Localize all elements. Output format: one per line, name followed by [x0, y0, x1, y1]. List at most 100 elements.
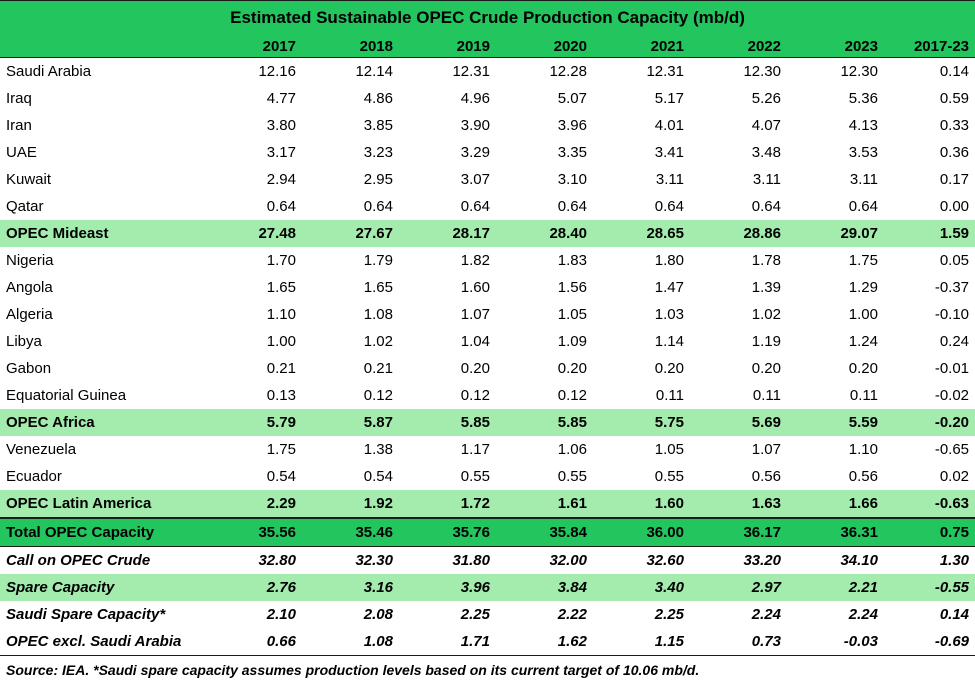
table-cell: 3.11	[849, 171, 878, 188]
table-cell: 1.06	[557, 441, 587, 458]
table-cell: 32.30	[355, 552, 393, 569]
table-cell: 5.87	[302, 409, 399, 436]
table-cell: 1.72	[399, 490, 496, 518]
table-cell: -0.10	[934, 306, 970, 323]
table-cell: 1.47	[654, 279, 684, 296]
table-row: Algeria 1.10 1.08 1.07 1.05 1.03 1.02 1.00 -0.10	[0, 301, 975, 328]
call-row: Saudi Spare Capacity* 2.10 2.08 2.25 2.22 2.2…	[0, 601, 975, 628]
column-header: 2018	[302, 35, 399, 58]
table-cell: 3.48	[751, 144, 781, 161]
table-row: Venezuela 1.75 1.38 1.17 1.06 1.05 1.07 1.10 -0.…	[0, 436, 975, 463]
table-cell: 0.36	[939, 144, 970, 161]
table-cell: 2.76	[205, 574, 302, 601]
table-cell: 1.75	[266, 441, 296, 458]
table-cell: 28.17	[399, 220, 496, 247]
table-cell: 0.20	[654, 360, 684, 377]
table-cell: 0.05	[939, 252, 970, 269]
table-cell: 5.26	[751, 90, 781, 107]
table-cell: 2.24	[848, 606, 878, 623]
table-cell: 5.69	[690, 409, 787, 436]
table-cell: 12.30	[840, 63, 878, 80]
table-row: Saudi Arabia 12.16 12.14 12.31 12.28 12.31 12.…	[0, 58, 975, 86]
table-cell: 1.00	[848, 306, 878, 323]
table-cell: 35.56	[205, 517, 302, 547]
table-cell: 0.14	[939, 63, 970, 80]
table-cell: 5.79	[205, 409, 302, 436]
table-cell: 3.53	[848, 144, 878, 161]
table-cell: 1.71	[460, 633, 490, 650]
sub-row: OPEC Latin America 2.29 1.92 1.72 1.61 1.60 1.…	[0, 490, 975, 518]
table-cell: 3.23	[363, 144, 393, 161]
table-cell: -0.69	[934, 633, 970, 650]
table-cell: 0.12	[363, 387, 393, 404]
table-cell: 3.96	[399, 574, 496, 601]
table-cell: 0.21	[363, 360, 393, 377]
table-cell: 1.05	[557, 306, 587, 323]
table-cell: 4.77	[266, 90, 296, 107]
column-header: 2017-23	[884, 35, 975, 58]
table-cell: 36.17	[690, 517, 787, 547]
table-cell: 2.97	[690, 574, 787, 601]
table-cell: 28.86	[690, 220, 787, 247]
table-cell: 12.31	[646, 63, 684, 80]
row-label: Algeria	[6, 306, 53, 323]
row-label: OPEC Latin America	[0, 490, 205, 518]
table-cell: 28.65	[593, 220, 690, 247]
table-cell: 1.39	[751, 279, 781, 296]
table-row: Angola 1.65 1.65 1.60 1.56 1.47 1.39 1.29 -0.37	[0, 274, 975, 301]
table-cell: 1.19	[751, 333, 781, 350]
table-cell: 0.12	[460, 387, 490, 404]
table-title: Estimated Sustainable OPEC Crude Product…	[0, 0, 975, 35]
table-cell: -0.63	[884, 490, 975, 518]
table-cell: 0.64	[266, 198, 296, 215]
column-header	[0, 35, 205, 58]
table-cell: 5.07	[557, 90, 587, 107]
table-cell: 0.02	[939, 468, 970, 485]
table-cell: 5.59	[787, 409, 884, 436]
table-cell: 2.25	[654, 606, 684, 623]
table-cell: 0.56	[848, 468, 878, 485]
table-cell: 1.08	[363, 306, 393, 323]
table-cell: 1.24	[848, 333, 878, 350]
table-cell: 1.79	[363, 252, 393, 269]
table-cell: 1.65	[363, 279, 393, 296]
table-cell: 4.01	[654, 117, 684, 134]
table-cell: 0.20	[751, 360, 781, 377]
call-row: Call on OPEC Crude 32.80 32.30 31.80 32.00 32…	[0, 547, 975, 575]
row-label: Equatorial Guinea	[6, 387, 127, 404]
row-label: Iran	[6, 117, 32, 134]
call-row: OPEC excl. Saudi Arabia 0.66 1.08 1.71 1.62 1…	[0, 628, 975, 656]
table-cell: 1.00	[266, 333, 296, 350]
table-cell: 0.20	[460, 360, 490, 377]
source-note-row: Source: IEA. *Saudi spare capacity assum…	[0, 655, 975, 683]
table-row: Iraq 4.77 4.86 4.96 5.07 5.17 5.26 5.36 0.59	[0, 85, 975, 112]
table-cell: 35.84	[496, 517, 593, 547]
table-cell: 0.33	[939, 117, 970, 134]
table-row: Iran 3.80 3.85 3.90 3.96 4.01 4.07 4.13 0.33	[0, 112, 975, 139]
table-cell: 3.11	[752, 171, 781, 188]
table-cell: 0.64	[557, 198, 587, 215]
table-cell: 0.20	[848, 360, 878, 377]
table-cell: -0.55	[884, 574, 975, 601]
table-cell: 3.07	[460, 171, 490, 188]
table-cell: 0.64	[654, 198, 684, 215]
table-cell: 3.10	[557, 171, 587, 188]
table-cell: 3.11	[655, 171, 684, 188]
table-cell: -0.20	[884, 409, 975, 436]
table-cell: 2.25	[460, 606, 490, 623]
table-cell: 3.40	[593, 574, 690, 601]
table-cell: 0.12	[557, 387, 587, 404]
table-cell: 2.10	[266, 606, 296, 623]
table-cell: 3.96	[557, 117, 587, 134]
table-row: Libya 1.00 1.02 1.04 1.09 1.14 1.19 1.24 0.24	[0, 328, 975, 355]
table-cell: 1.03	[654, 306, 684, 323]
table-cell: 5.17	[654, 90, 684, 107]
table-cell: 0.73	[751, 633, 781, 650]
row-label: OPEC excl. Saudi Arabia	[6, 633, 182, 650]
sub-row: OPEC Mideast 27.48 27.67 28.17 28.40 28.65 28.…	[0, 220, 975, 247]
table-cell: 5.85	[399, 409, 496, 436]
column-header: 2021	[593, 35, 690, 58]
source-note: Source: IEA. *Saudi spare capacity assum…	[0, 655, 975, 683]
table-cell: 33.20	[743, 552, 781, 569]
